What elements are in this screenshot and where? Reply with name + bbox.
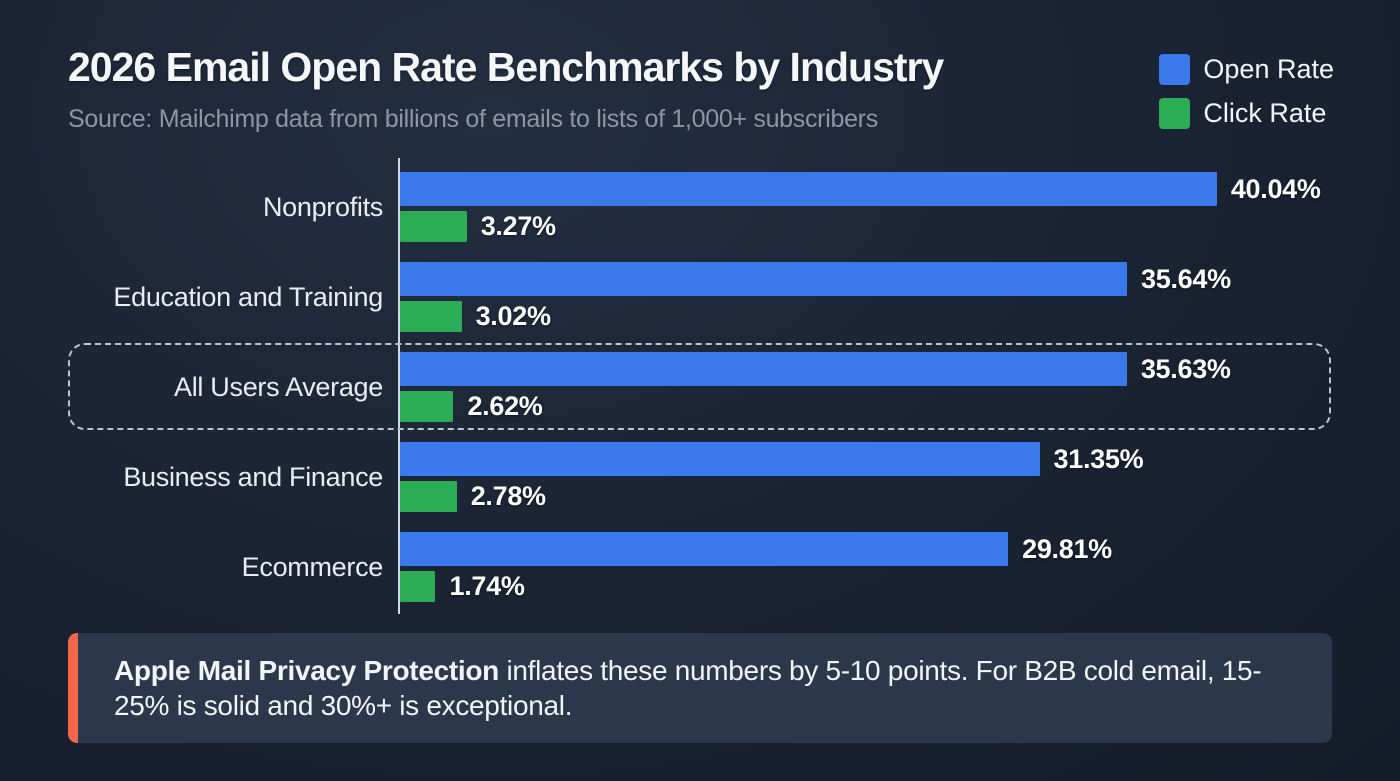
open-rate-line: 35.63% (400, 352, 1332, 386)
category-label: Business and Finance (123, 461, 383, 492)
open-rate-line: 31.35% (400, 442, 1332, 476)
chart-row: Education and Training 35.64% 3.02% (68, 252, 1332, 342)
bar-group: 35.64% 3.02% (68, 252, 1332, 342)
open-rate-bar (400, 532, 1009, 566)
callout-accent-bar (68, 633, 78, 743)
bar-group: 29.81% 1.74% (68, 522, 1332, 612)
callout-bold-text: Apple Mail Privacy Protection (114, 655, 499, 686)
open-rate-line: 29.81% (400, 532, 1332, 566)
click-rate-line: 2.78% (400, 481, 1332, 512)
click-rate-bar (400, 481, 457, 512)
click-rate-value: 3.27% (480, 211, 556, 241)
bar-group: 31.35% 2.78% (68, 432, 1332, 522)
click-rate-line: 3.02% (400, 301, 1332, 332)
chart-row: Business and Finance 31.35% 2.78% (68, 432, 1332, 522)
bar-group: 35.63% 2.62% (68, 342, 1332, 432)
legend-item-click-rate: Click Rate (1159, 98, 1334, 129)
category-label: All Users Average (173, 371, 383, 402)
open-rate-value: 35.64% (1141, 263, 1231, 294)
chart-rows: Nonprofits 40.04% 3.27% Education and Train… (68, 162, 1332, 612)
click-rate-line: 1.74% (400, 571, 1332, 602)
legend: Open Rate Click Rate (1159, 54, 1334, 129)
legend-swatch (1159, 54, 1191, 85)
callout-text: Apple Mail Privacy Protection inflates t… (68, 647, 1332, 729)
chart-row: Ecommerce 29.81% 1.74% (68, 522, 1332, 612)
open-rate-value: 40.04% (1230, 173, 1321, 204)
open-rate-bar (400, 442, 1040, 476)
callout-rest-text: inflates these numbers by 5-10 points. F… (114, 655, 1262, 721)
open-rate-bar (400, 352, 1127, 386)
bar-group: 40.04% 3.27% (68, 162, 1332, 252)
click-rate-value: 3.02% (475, 301, 551, 331)
legend-label: Click Rate (1203, 98, 1327, 128)
click-rate-bar (400, 571, 436, 602)
chart-header: 2026 Email Open Rate Benchmarks by Indus… (68, 44, 944, 134)
callout-note: Apple Mail Privacy Protection inflates t… (68, 633, 1332, 743)
click-rate-value: 1.74% (449, 571, 525, 601)
click-rate-value: 2.78% (470, 481, 546, 511)
chart-row: Nonprofits 40.04% 3.27% (68, 162, 1332, 252)
category-label: Education and Training (113, 281, 383, 312)
chart-row: All Users Average 35.63% 2.62% (68, 342, 1332, 432)
open-rate-value: 35.63% (1140, 353, 1231, 384)
open-rate-bar (400, 262, 1128, 296)
legend-swatch (1159, 98, 1191, 129)
click-rate-bar (400, 211, 467, 242)
category-label: Ecommerce (241, 551, 384, 582)
y-axis-line (398, 158, 400, 614)
open-rate-value: 29.81% (1022, 533, 1112, 564)
click-rate-line: 2.62% (400, 391, 1332, 422)
click-rate-bar (400, 391, 454, 422)
legend-item-open-rate: Open Rate (1159, 54, 1334, 85)
chart-title: 2026 Email Open Rate Benchmarks by Indus… (68, 44, 944, 90)
bar-chart: Nonprofits 40.04% 3.27% Education and Train… (68, 158, 1332, 614)
open-rate-line: 35.64% (400, 262, 1332, 296)
category-label: Nonprofits (262, 191, 383, 222)
open-rate-value: 31.35% (1053, 443, 1144, 474)
open-rate-line: 40.04% (400, 172, 1332, 206)
open-rate-bar (400, 172, 1217, 206)
click-rate-value: 2.62% (467, 391, 543, 421)
chart-subtitle: Source: Mailchimp data from billions of … (68, 105, 878, 133)
click-rate-line: 3.27% (400, 211, 1332, 242)
click-rate-bar (400, 301, 462, 332)
legend-label: Open Rate (1203, 54, 1334, 84)
